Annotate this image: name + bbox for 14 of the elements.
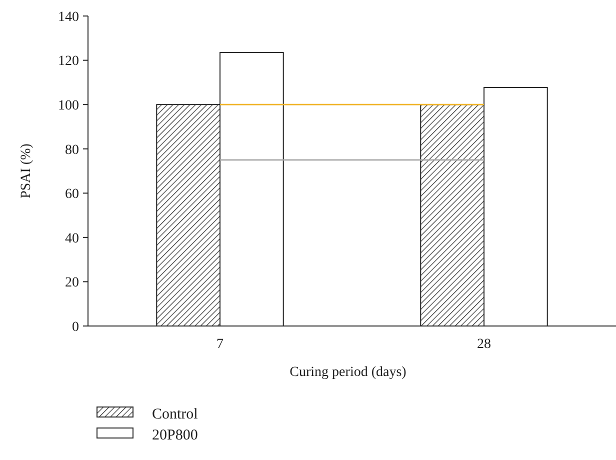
legend-label: 20P800 — [152, 427, 198, 444]
y-tick-label: 40 — [65, 231, 79, 246]
y-tick-label: 140 — [58, 10, 79, 25]
y-tick-label: 120 — [58, 54, 79, 70]
y-axis-title: PSAI (%) — [19, 143, 34, 198]
x-tick-label: 7 — [216, 337, 224, 352]
y-tick-label: 60 — [65, 187, 79, 202]
y-tick-label: 100 — [58, 98, 79, 114]
y-tick-label: 80 — [65, 142, 79, 158]
y-tick-label: 20 — [65, 276, 79, 291]
y-tick-label: 0 — [72, 320, 79, 335]
x-axis-title: Curing period (days) — [290, 365, 407, 380]
legend-label: Control — [152, 406, 198, 422]
x-tick-label: 28 — [477, 337, 491, 352]
